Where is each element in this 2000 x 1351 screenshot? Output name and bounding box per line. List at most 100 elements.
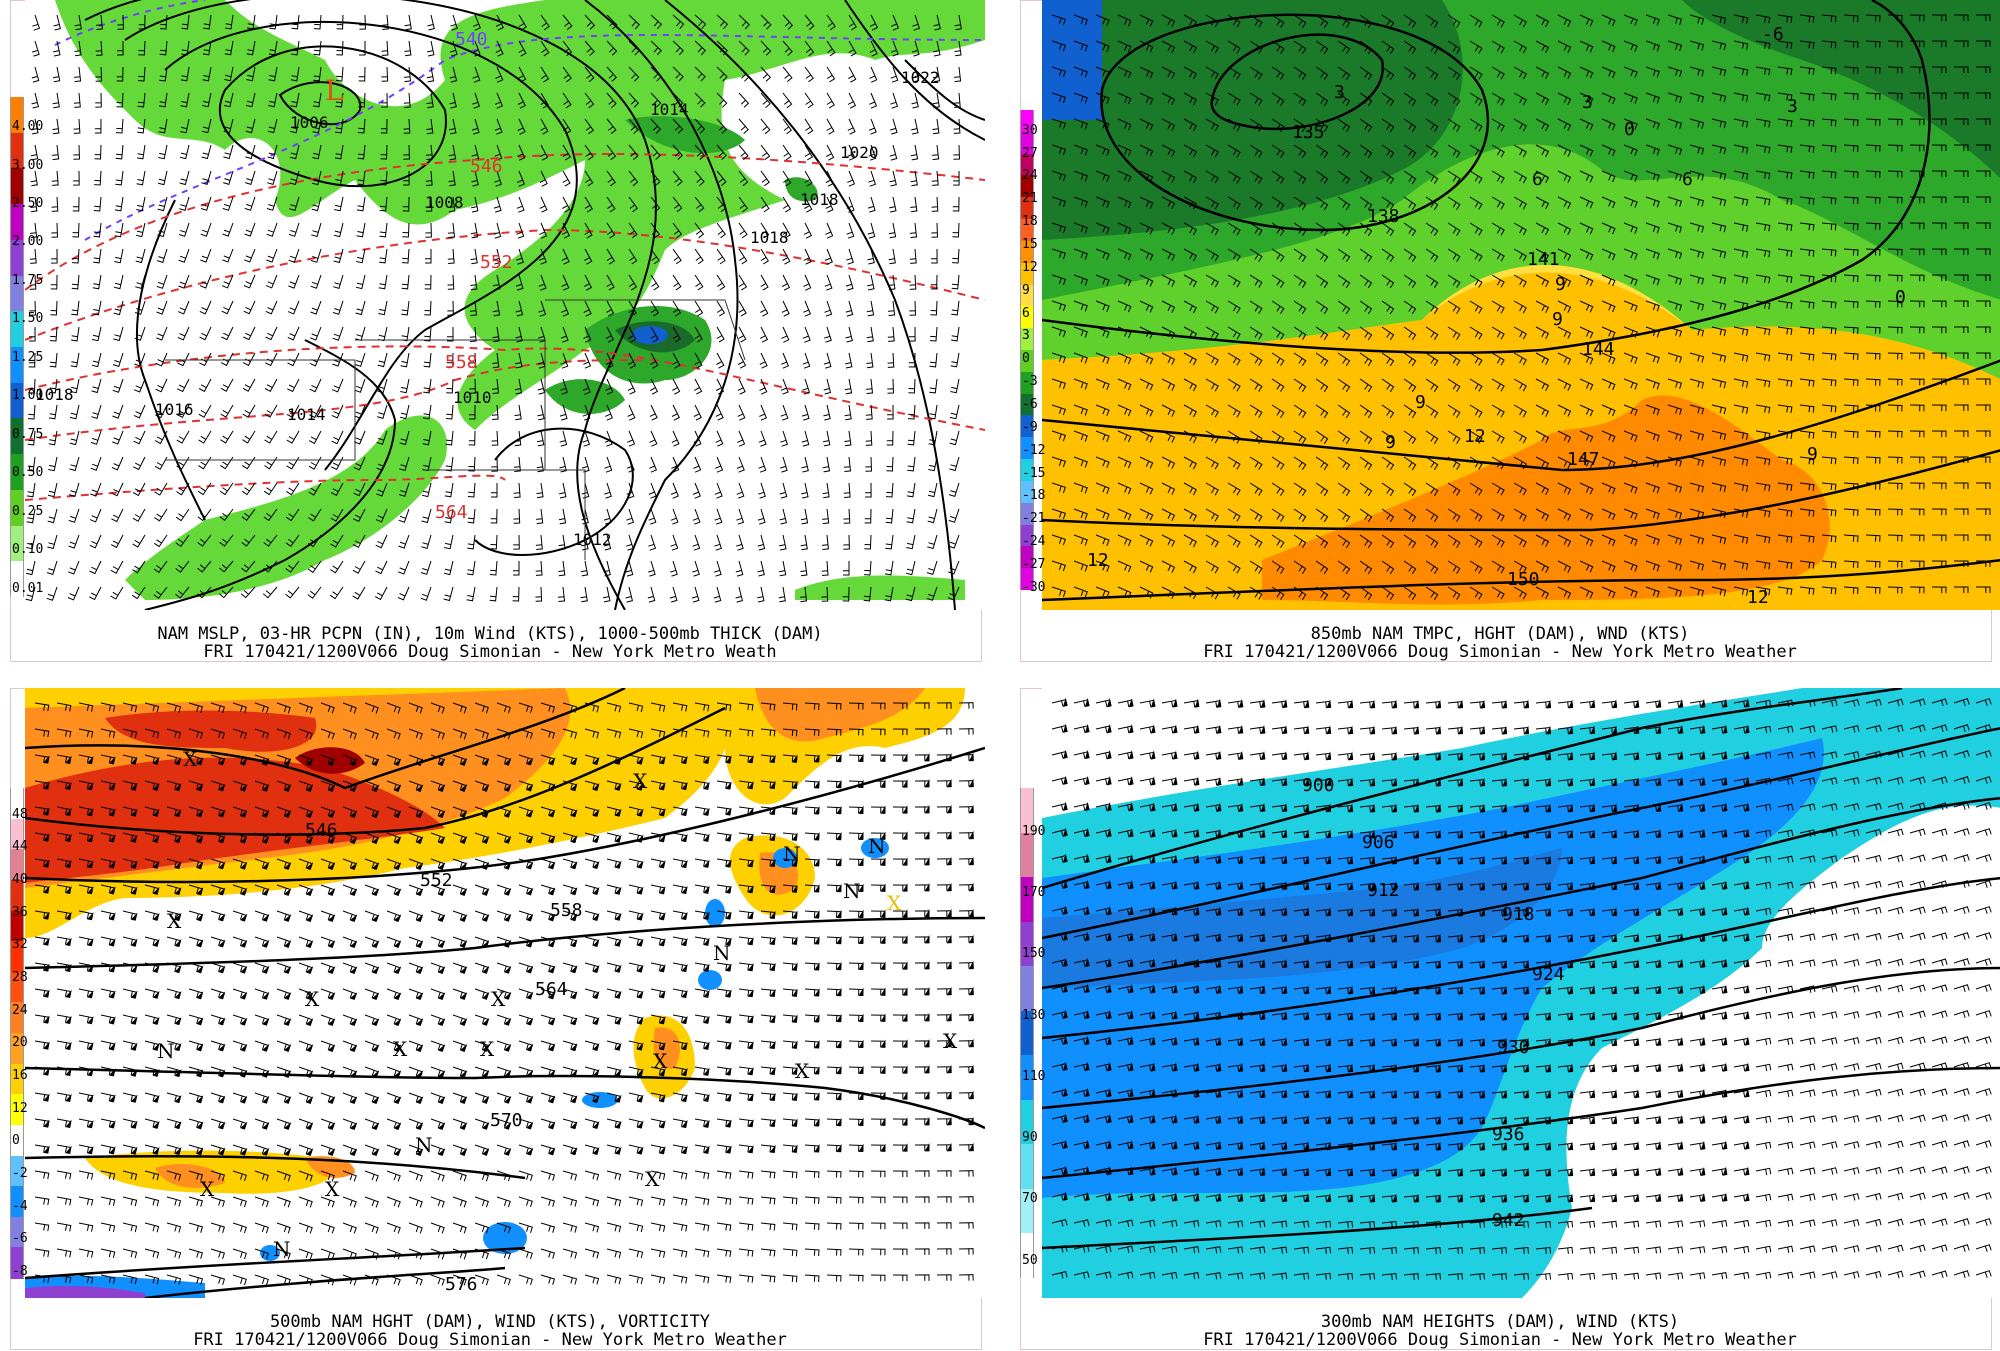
300mb-map[interactable]: 900 906 912 918 924 930 936 942 (1042, 688, 2000, 1298)
wind-barb (847, 92, 857, 109)
wind-barb (1249, 404, 1263, 418)
wind-barb (716, 66, 728, 82)
wind-barb (1799, 144, 1815, 153)
wind-barb (1777, 534, 1793, 543)
wind-flag (152, 964, 160, 973)
wind-barb (1051, 560, 1066, 572)
500mb-map[interactable]: 546 552 558 564 570 576 X X X X X X X X … (25, 688, 985, 1298)
wind-flag (1348, 1089, 1354, 1099)
wind-barb (1865, 170, 1881, 178)
wind-barb (1249, 482, 1263, 496)
wind-barb (760, 274, 769, 291)
wind-barb (374, 586, 388, 601)
wind-flag (880, 1143, 886, 1152)
wind-barb (562, 196, 571, 213)
wind-flag (1282, 907, 1288, 917)
wind-barb (286, 404, 300, 418)
wind-barb (1535, 222, 1550, 236)
wind-barb (580, 560, 589, 577)
wind-flag (1084, 1087, 1090, 1098)
wind-flag (614, 1016, 622, 1025)
wind-barb (493, 196, 502, 213)
wind-flag (196, 913, 204, 922)
wind-barb (1799, 430, 1815, 439)
wind-flag (459, 758, 468, 766)
850mb-map[interactable]: 135 138 141 144 147 150 3 3 3 6 6 9 9 9 … (1042, 0, 2000, 610)
wind-barb (581, 534, 589, 551)
wind-flag (1260, 1037, 1266, 1047)
wind-barb (1315, 92, 1329, 107)
wind-barb (166, 702, 182, 713)
wind-barb (1931, 300, 1947, 308)
wind-barb (1227, 248, 1241, 262)
wind-barb (914, 1170, 930, 1177)
wind-barb (1359, 274, 1373, 289)
wind-barb (1205, 560, 1219, 574)
wind-barb (1249, 378, 1263, 392)
wind-flag (1678, 725, 1684, 734)
wind-barb (1821, 933, 1838, 941)
wind-flag (1326, 1037, 1332, 1047)
wind-barb (1887, 170, 1903, 178)
mslp-map[interactable]: L 1006 1008 1014 1020 1018 1018 1016 101… (25, 0, 985, 610)
wind-barb (1513, 586, 1527, 600)
wind-barb (927, 508, 938, 524)
wind-barb (1799, 725, 1816, 733)
wind-barb (906, 534, 916, 550)
extrema-markers: X X X X X X X X X X X X X X N N N N N N … (157, 747, 958, 1261)
wind-barb (692, 560, 700, 577)
wind-barb (905, 560, 916, 576)
wind-barb (276, 1170, 291, 1182)
wind-flag (1656, 1089, 1662, 1099)
wind-flag (283, 1017, 292, 1026)
wind-flag (262, 809, 270, 818)
wind-barb (1073, 66, 1088, 78)
wind-flag (747, 911, 754, 920)
wind-barb (1976, 144, 1991, 151)
wind-barb (1821, 855, 1838, 863)
wind-flag (1084, 1035, 1090, 1046)
wind-barb (1469, 40, 1483, 54)
wind-flag (459, 1096, 468, 1104)
wind-barb (254, 1196, 269, 1208)
wind-flag (1348, 907, 1354, 917)
wind-barb (157, 170, 168, 186)
wind-barb (627, 404, 636, 421)
wind-barb (1821, 985, 1838, 993)
wind-barb (1799, 274, 1815, 283)
wind-flag (1172, 984, 1178, 994)
wind-flag (1744, 984, 1750, 994)
wind-barb (1117, 92, 1132, 105)
wind-flag (614, 912, 622, 921)
wind-flag (1700, 1036, 1706, 1046)
wind-barb (491, 456, 498, 472)
wind-barb (518, 702, 533, 714)
wind-flag (371, 836, 380, 845)
wind-barb (628, 1196, 644, 1207)
wind-flag (1502, 933, 1508, 943)
wind-flag (1348, 985, 1354, 995)
legend-label: 40 (12, 871, 28, 887)
wind-barb (445, 404, 454, 420)
wind-flag (1260, 1063, 1266, 1073)
wind-barb (847, 144, 856, 161)
wind-barb (403, 170, 410, 186)
wind-barb (53, 14, 62, 31)
wind-flag (703, 833, 710, 842)
wind-barb (1799, 92, 1815, 101)
wind-barb (1799, 933, 1816, 941)
wind-barb (826, 1274, 842, 1282)
wind-barb (1821, 534, 1837, 543)
wind-flag (946, 908, 952, 918)
wind-flag (218, 757, 226, 766)
wind-barb (1535, 534, 1550, 548)
wind-flag (327, 966, 336, 974)
wind-barb (1931, 326, 1947, 334)
wind-barb (1447, 274, 1461, 288)
wind-flag (1304, 777, 1310, 787)
wind-barb (1337, 92, 1351, 107)
wind-barb (738, 170, 749, 187)
wind-barb (1733, 326, 1749, 336)
wind-barb (1909, 144, 1925, 152)
wind-flag (659, 1120, 666, 1129)
